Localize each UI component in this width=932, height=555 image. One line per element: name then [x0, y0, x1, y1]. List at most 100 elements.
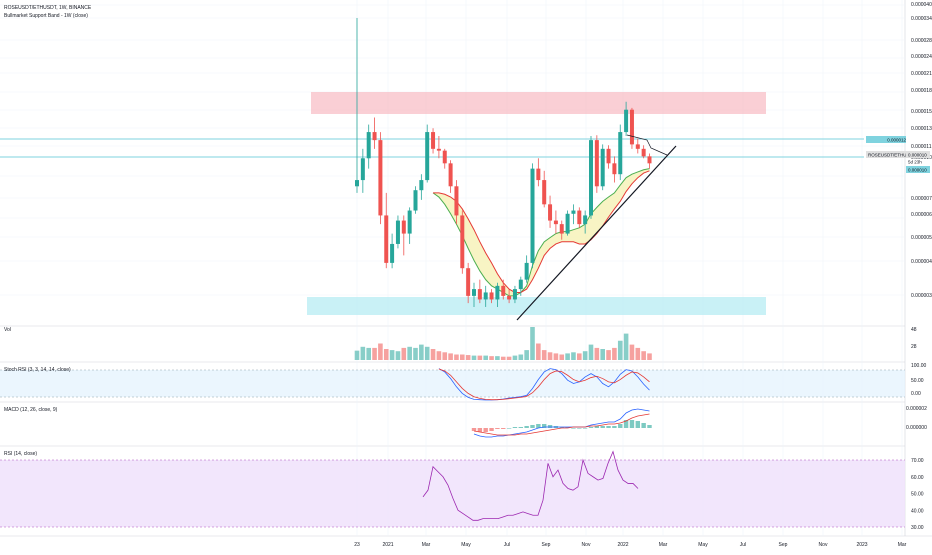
time-axis-tick: Mar	[659, 542, 668, 548]
macd-signal-line	[473, 413, 650, 436]
volume-bar	[635, 347, 641, 360]
macd-axis-tick: 0.000000	[906, 425, 927, 431]
rsi-axis-tick: 40.00	[911, 508, 924, 514]
bullmarket-support-band	[432, 168, 650, 297]
volume-bar	[354, 350, 360, 360]
support-zone[interactable]	[307, 297, 766, 315]
volume-bar	[577, 353, 582, 360]
candle-body	[565, 213, 570, 234]
price-tag-bg	[906, 151, 930, 158]
volume-bar	[617, 340, 623, 360]
candle-body	[635, 144, 640, 149]
stoch-k-line	[438, 368, 650, 401]
time-axis-tick: May	[461, 542, 471, 548]
volume-bar	[454, 354, 459, 360]
trendline[interactable]	[516, 145, 677, 321]
macd-histogram-bar	[612, 426, 617, 428]
macd-histogram-bar	[506, 428, 512, 429]
volume-bar	[424, 346, 430, 360]
candle-body	[647, 156, 652, 164]
volume-bar	[495, 356, 500, 360]
volume-bar	[460, 354, 465, 360]
candle-body	[600, 148, 605, 187]
mini-trendline[interactable]	[626, 134, 668, 156]
time-axis-tick: Jul	[504, 542, 510, 548]
volume-bar	[395, 351, 401, 360]
macd-histogram-bar	[530, 425, 535, 428]
candle-body	[624, 109, 629, 133]
volume-bar	[419, 344, 424, 360]
candle-body	[641, 148, 646, 157]
volume-axis-tick: 48	[911, 327, 917, 333]
price-tag: 0.000010	[908, 153, 927, 158]
volume-bar	[629, 344, 635, 360]
level-tag: 0.000012	[887, 138, 906, 143]
volume-bar	[413, 347, 418, 360]
macd-histogram-bar	[512, 427, 518, 428]
macd-histogram-bar	[588, 427, 594, 428]
macd-histogram-bar	[536, 424, 541, 428]
volume-bar	[471, 355, 477, 360]
price-axis-tick: 0.000021	[911, 71, 932, 77]
macd-histogram-bar	[547, 425, 553, 428]
candle-body	[366, 132, 371, 159]
macd-histogram-bar	[495, 428, 500, 429]
volume-bar	[378, 343, 383, 360]
candle-body	[606, 148, 611, 164]
volume-pane-title: Vol	[4, 327, 11, 333]
volume-bar	[436, 351, 442, 360]
volume-bar	[553, 353, 559, 360]
price-axis-tick: 0.000006	[911, 212, 932, 218]
band-fill	[433, 168, 650, 296]
candle-body	[530, 168, 535, 263]
candle-body	[489, 292, 494, 300]
macd-histogram-bar	[471, 428, 477, 431]
macd-pane-title: MACD (12, 26, close, 9)	[4, 407, 58, 413]
time-axis-tick: May	[698, 542, 708, 548]
countdown-tag: 5d 23h	[908, 160, 922, 165]
candle-body	[384, 215, 389, 263]
time-axis-tick: Sep	[542, 542, 551, 548]
stoch-axis-tick: 100.00	[911, 363, 927, 369]
time-axis-tick: 2022	[617, 542, 628, 548]
volume-bar	[389, 350, 395, 360]
volume-bar	[477, 355, 483, 360]
rsi-line	[422, 450, 639, 521]
candle-body	[419, 180, 424, 191]
candle-body	[448, 163, 453, 187]
candle-body	[577, 210, 582, 225]
volume-bar	[506, 356, 512, 360]
macd-histogram-bar	[524, 426, 529, 428]
candle-body	[583, 215, 588, 225]
grid-lines	[0, 0, 932, 537]
macd-histogram-bar	[600, 426, 605, 428]
volume-bar	[372, 347, 377, 360]
volume-bar	[530, 327, 535, 360]
volume-bar	[518, 354, 524, 360]
macd-histogram-bar	[518, 427, 523, 428]
symbol-title: ROSEUSDT/ETHUSDT, 1W, BINANCE	[4, 5, 92, 11]
price-axis[interactable]: 0.000040 0.000034 0.000028 0.000024 0.000021…	[911, 2, 932, 299]
symbol-tag: ROSEUSDT/ETHUSDT	[868, 153, 916, 158]
symbol-tag-bg	[866, 151, 906, 158]
candle-body	[483, 292, 488, 300]
candle-body	[472, 289, 476, 296]
candlestick-series	[355, 18, 652, 307]
resistance-zone[interactable]	[311, 92, 766, 114]
price-axis-tick: 0.000028	[911, 38, 932, 44]
stoch-axis-tick: 50.00	[911, 378, 924, 384]
candle-body	[571, 210, 576, 214]
macd-line	[473, 408, 650, 438]
price-axis-tick: 0.000034	[911, 16, 932, 22]
stoch-band	[0, 370, 905, 397]
time-axis-tick: Sep	[779, 542, 788, 548]
volume-bar	[600, 349, 605, 360]
volume-bar	[448, 353, 453, 360]
volume-bar	[541, 350, 547, 360]
macd-axis-tick: 0.000002	[906, 406, 927, 412]
volume-bar	[366, 347, 371, 360]
stoch-pane-title: Stoch RSI (3, 3, 14, 14, close)	[4, 367, 71, 373]
time-axis[interactable]: 23 2021 Mar May Jul Sep Nov 2022 Mar May Jul Sep Nov…	[354, 542, 906, 548]
